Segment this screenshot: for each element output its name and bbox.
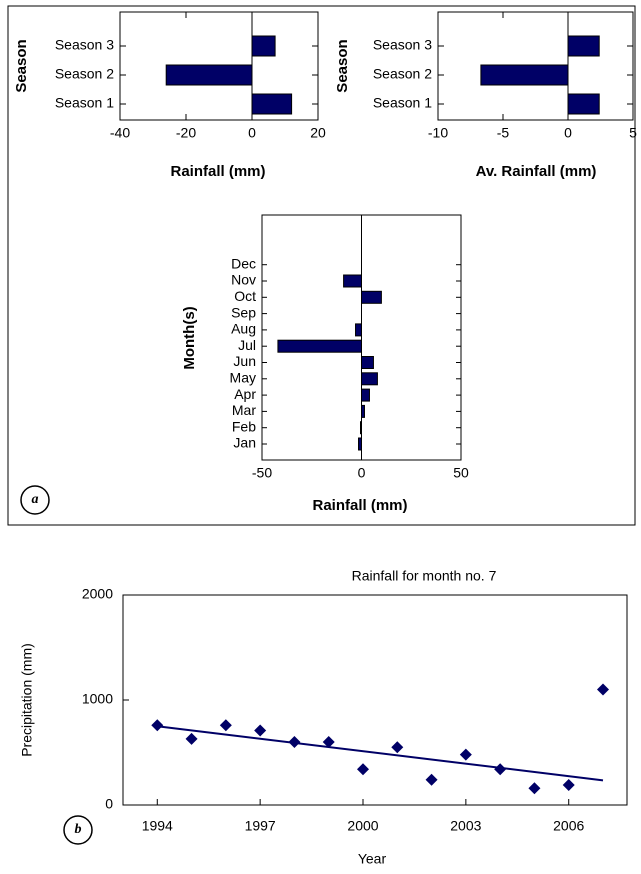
bar	[361, 388, 370, 402]
x-tick-label: 20	[310, 125, 326, 141]
bar	[361, 356, 374, 369]
trend-line	[157, 725, 604, 782]
x-axis-label: Year	[358, 851, 387, 867]
point	[459, 748, 472, 761]
annotation: a	[32, 492, 39, 507]
plot-frame	[437, 11, 634, 121]
x-tick-label: 50	[453, 465, 469, 481]
x-tick-label: 5	[629, 125, 637, 141]
y-axis-label: Month(s)	[181, 306, 198, 369]
x-tick-label: -10	[428, 125, 448, 141]
bar	[251, 35, 276, 57]
chart-title: Rainfall for month no. 7	[352, 568, 497, 584]
bar	[361, 290, 382, 304]
bar	[358, 437, 363, 451]
x-axis-label: Av. Rainfall (mm)	[476, 163, 597, 180]
bar	[361, 372, 378, 386]
point	[597, 683, 609, 696]
y-tick-label: Season 1	[55, 95, 114, 111]
bar	[343, 274, 362, 288]
panel-a-frame	[7, 5, 636, 526]
bar	[567, 93, 600, 115]
y-tick-label: Oct	[234, 288, 256, 304]
x-tick-label: -50	[252, 465, 272, 481]
x-tick-label: 0	[248, 125, 256, 141]
y-tick-label: Jul	[238, 337, 256, 353]
x-axis-label: Rainfall (mm)	[312, 497, 407, 514]
y-tick-label: Sep	[231, 304, 256, 320]
x-tick-label: 2000	[347, 818, 378, 834]
x-tick-label: 1997	[245, 818, 276, 834]
y-tick-label: Dec	[231, 255, 256, 271]
x-tick-label: 2003	[450, 818, 481, 834]
point	[288, 736, 301, 748]
y-tick-label: Feb	[232, 418, 256, 434]
point	[322, 736, 335, 748]
y-tick-label: 0	[105, 796, 113, 812]
y-tick-label: 2000	[82, 586, 113, 602]
bar	[567, 35, 600, 57]
bar	[277, 339, 363, 353]
point	[254, 724, 267, 737]
bar	[480, 64, 569, 86]
y-tick-label: Season 2	[55, 66, 114, 82]
point	[562, 779, 575, 792]
point	[357, 763, 369, 776]
y-axis-label: Season	[13, 39, 30, 92]
y-tick-label: Season 2	[373, 66, 432, 82]
y-tick-label: Season 3	[373, 37, 432, 53]
bar	[360, 421, 363, 435]
y-tick-label: Mar	[232, 402, 256, 418]
point	[185, 732, 198, 745]
bar	[361, 404, 365, 418]
y-tick-label: Apr	[234, 386, 256, 402]
point	[219, 719, 232, 732]
y-tick-label: 1000	[82, 691, 113, 707]
x-axis-label: Rainfall (mm)	[170, 163, 265, 180]
x-tick-label: -40	[110, 125, 130, 141]
x-tick-label: -5	[497, 125, 510, 141]
point	[425, 773, 438, 786]
x-tick-label: 0	[564, 125, 572, 141]
annotation: b	[75, 822, 82, 837]
bar	[355, 323, 362, 337]
y-tick-label: Jun	[233, 353, 256, 369]
annotation-circle	[20, 485, 50, 515]
y-tick-label: Season 3	[55, 37, 114, 53]
y-tick-label: May	[230, 370, 256, 386]
x-tick-label: 0	[358, 465, 366, 481]
y-tick-label: Nov	[231, 272, 256, 288]
x-tick-label: 2006	[553, 818, 584, 834]
x-tick-label: -20	[176, 125, 196, 141]
y-tick-label: Aug	[231, 321, 256, 337]
y-axis-label: Season	[334, 39, 351, 92]
x-tick-label: 1994	[142, 818, 173, 834]
point	[391, 741, 404, 754]
annotation-circle	[63, 815, 93, 845]
point	[151, 719, 164, 732]
y-axis-label: Precipitation (mm)	[19, 643, 35, 757]
bar	[165, 64, 253, 86]
point	[494, 763, 507, 776]
plot-frame	[119, 11, 319, 121]
point	[528, 782, 541, 795]
y-tick-label: Jan	[233, 435, 256, 451]
y-tick-label: Season 1	[373, 95, 432, 111]
bar	[251, 93, 293, 115]
